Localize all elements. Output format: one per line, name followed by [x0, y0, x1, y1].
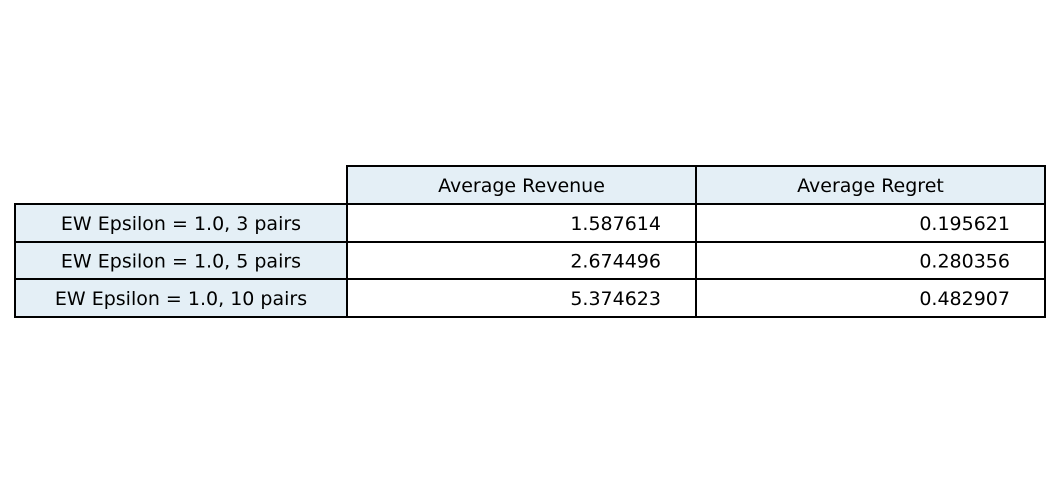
column-header-label: Average Revenue [438, 175, 605, 197]
data-cell-value: 1.587614 [570, 213, 661, 235]
column-header-cell [695, 165, 1046, 205]
row-header-label: EW Epsilon = 1.0, 10 pairs [55, 288, 307, 310]
data-cell-value: 2.674496 [570, 251, 661, 273]
column-header-label: Average Regret [797, 175, 944, 197]
row-header-label: EW Epsilon = 1.0, 5 pairs [61, 251, 301, 273]
column-header-cell [346, 165, 697, 205]
data-cell-value: 0.482907 [919, 288, 1010, 310]
row-header-cell [14, 241, 348, 280]
row-header-label: EW Epsilon = 1.0, 3 pairs [61, 213, 301, 235]
data-cell-value: 5.374623 [570, 288, 661, 310]
row-header-cell [14, 278, 348, 318]
data-cell [346, 278, 697, 318]
data-cell-value: 0.195621 [919, 213, 1010, 235]
data-cell-value: 0.280356 [919, 251, 1010, 273]
data-cell [695, 241, 1046, 280]
data-cell [695, 278, 1046, 318]
